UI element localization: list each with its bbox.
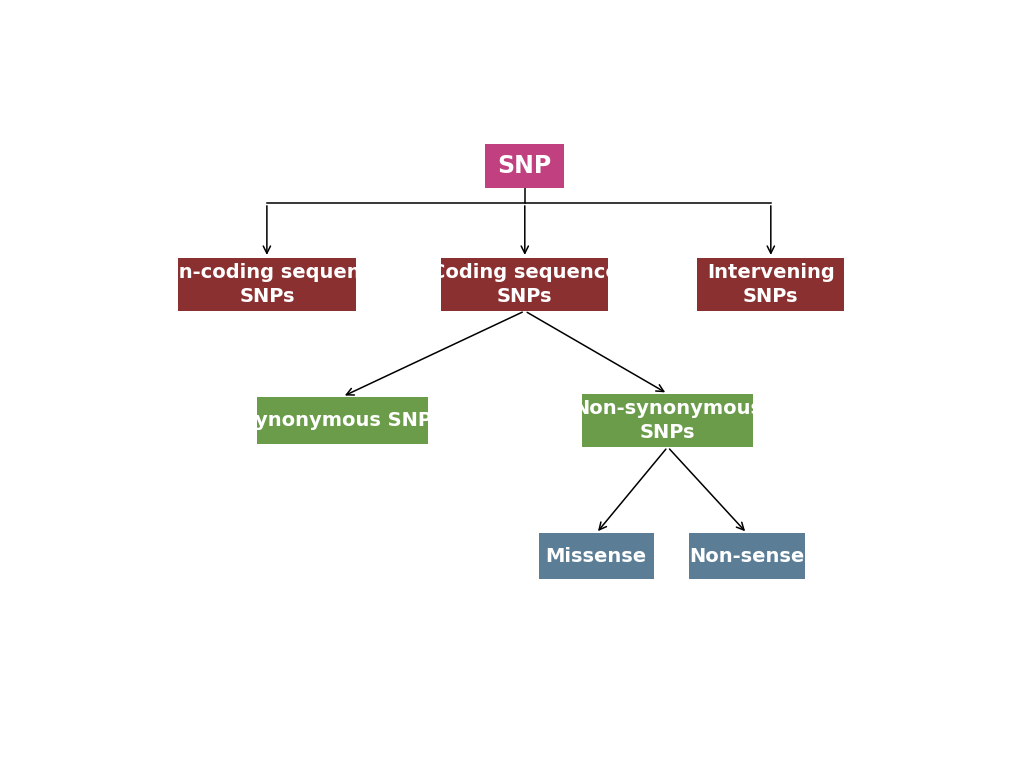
Text: Missense: Missense	[546, 547, 647, 566]
FancyBboxPatch shape	[539, 533, 653, 579]
Text: Non-coding sequence
SNPs: Non-coding sequence SNPs	[148, 263, 385, 306]
FancyBboxPatch shape	[485, 144, 564, 188]
FancyBboxPatch shape	[177, 258, 356, 311]
Text: Non-sense: Non-sense	[689, 547, 805, 566]
FancyBboxPatch shape	[689, 533, 805, 579]
Text: Intervening
SNPs: Intervening SNPs	[707, 263, 835, 306]
Text: SNP: SNP	[498, 154, 552, 178]
FancyBboxPatch shape	[583, 394, 753, 447]
Text: Non-synonymous
SNPs: Non-synonymous SNPs	[573, 399, 762, 442]
Text: Synonymous SNPs: Synonymous SNPs	[242, 411, 443, 430]
FancyBboxPatch shape	[441, 258, 608, 311]
FancyBboxPatch shape	[697, 258, 844, 311]
Text: Coding sequence
SNPs: Coding sequence SNPs	[431, 263, 618, 306]
FancyBboxPatch shape	[257, 397, 428, 444]
